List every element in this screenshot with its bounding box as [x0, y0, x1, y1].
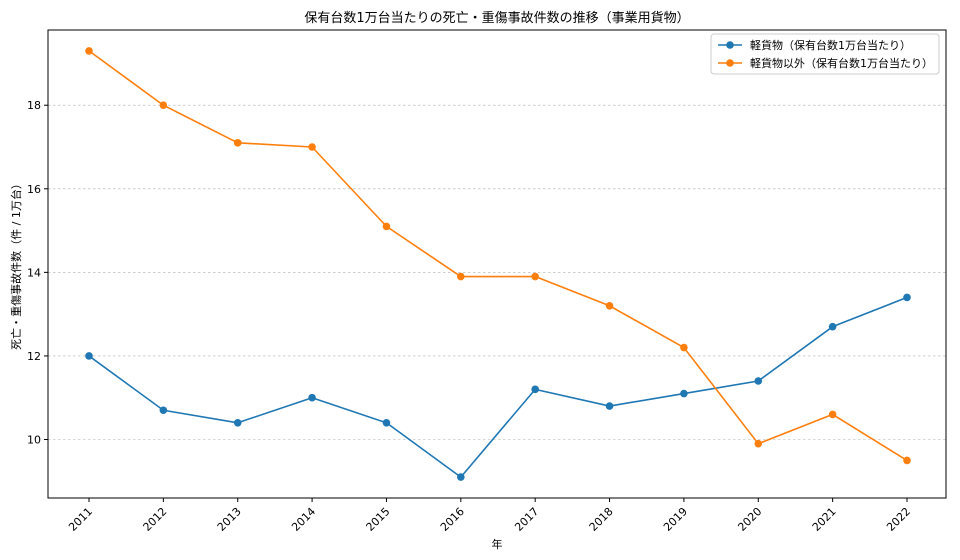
- series-layer: [85, 47, 911, 481]
- x-tick-label: 2019: [661, 505, 690, 534]
- data-point: [159, 406, 168, 415]
- data-point: [903, 456, 911, 465]
- legend-box: [710, 33, 940, 75]
- legend-label: 軽貨物以外（保有台数1万台当たり）: [750, 56, 933, 70]
- data-point: [159, 101, 168, 110]
- data-point: [680, 343, 688, 352]
- data-point: [457, 272, 465, 281]
- chart-title: 保有台数1万台当たりの死亡・重傷事故件数の推移（事業用貨物）: [304, 10, 689, 26]
- series-2: [85, 47, 911, 465]
- x-tick-label: 2017: [512, 505, 541, 534]
- gridlines: [48, 104, 946, 440]
- data-point: [828, 410, 837, 419]
- legend-label: 軽貨物（保有台数1万台当たり）: [750, 38, 911, 52]
- data-point: [85, 352, 93, 360]
- x-tick-label: 2014: [289, 505, 318, 534]
- data-point: [531, 272, 539, 281]
- y-tick-label: 18: [27, 99, 41, 112]
- series-line: [88, 296, 908, 478]
- x-tick-label: 2021: [810, 505, 839, 534]
- data-point: [233, 418, 242, 427]
- x-tick-label: 2016: [438, 505, 467, 534]
- x-axis: 2011 2012 2013 2014 2015 2016 2017 2018 2019 2020…: [66, 498, 913, 534]
- data-point: [754, 377, 763, 385]
- data-point: [85, 47, 93, 55]
- data-point: [382, 222, 391, 231]
- y-axis-label: 死亡・重傷事故件数（件 / 1万台）: [9, 178, 23, 350]
- data-point: [233, 139, 242, 147]
- x-tick-label: 2020: [735, 505, 764, 534]
- legend: 軽貨物（保有台数1万台当たり） 軽貨物以外（保有台数1万台当たり）: [710, 33, 940, 75]
- x-tick-label: 2022: [884, 505, 913, 534]
- y-tick-label: 10: [27, 434, 41, 447]
- series-1: [85, 293, 911, 481]
- x-tick-label: 2011: [66, 505, 95, 534]
- data-point: [308, 393, 316, 402]
- y-tick-label: 12: [27, 350, 41, 363]
- y-tick-label: 14: [27, 266, 41, 279]
- data-point: [605, 402, 614, 410]
- x-axis-label: 年: [492, 537, 503, 551]
- plot-frame: [47, 29, 947, 499]
- data-point: [680, 389, 688, 398]
- y-axis: 10 12 14 16 18: [27, 99, 48, 447]
- x-tick-label: 2012: [140, 505, 169, 534]
- data-point: [828, 322, 837, 331]
- x-tick-label: 2018: [587, 505, 616, 534]
- data-point: [754, 439, 763, 448]
- x-tick-label: 2015: [364, 505, 393, 534]
- data-point: [531, 385, 539, 394]
- data-point: [308, 143, 316, 151]
- series-line: [88, 50, 908, 462]
- legend-swatch-marker: [726, 41, 734, 49]
- legend-swatch-marker: [726, 59, 734, 67]
- data-point: [382, 418, 391, 427]
- data-point: [903, 293, 911, 302]
- y-tick-label: 16: [27, 183, 41, 196]
- data-point: [605, 301, 614, 310]
- data-point: [457, 473, 465, 481]
- x-tick-label: 2013: [215, 505, 244, 534]
